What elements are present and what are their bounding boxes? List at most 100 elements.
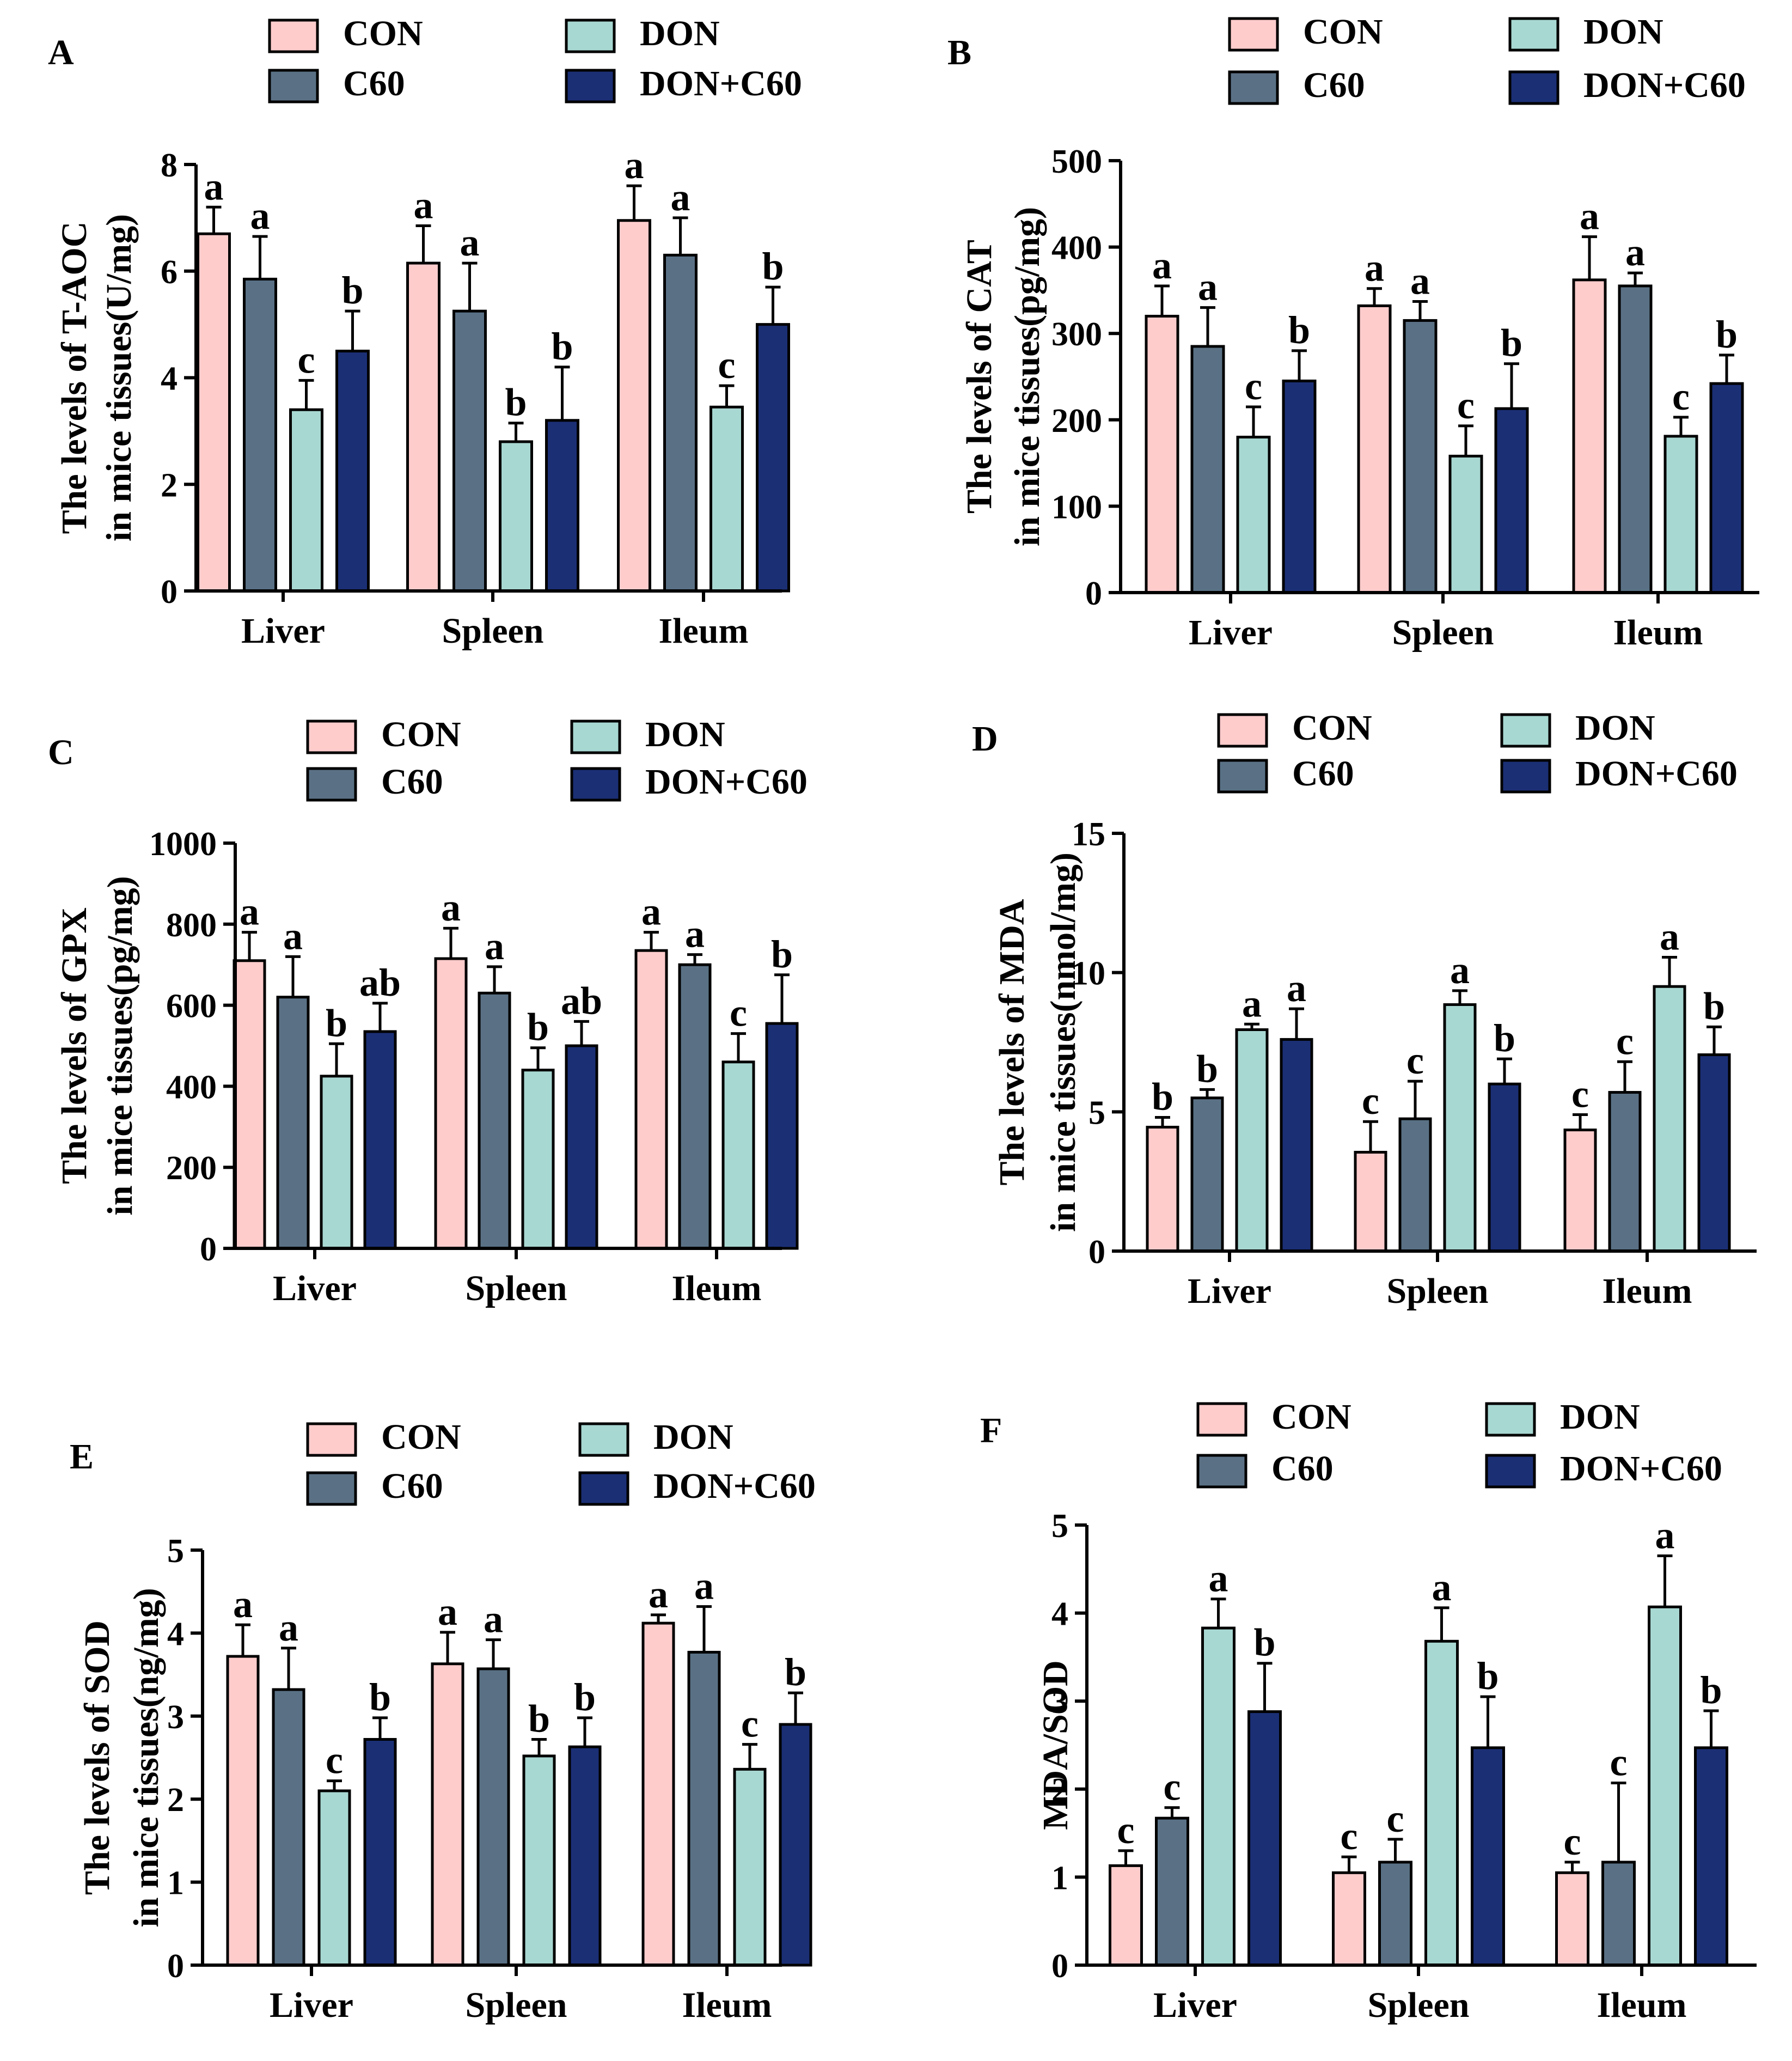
significance-letter: a <box>1209 1557 1228 1600</box>
bar <box>1709 382 1744 594</box>
x-tick-label: Ileum <box>1603 1271 1692 1311</box>
x-tick-label: Ileum <box>672 1269 762 1308</box>
significance-letter: b <box>1494 1016 1515 1060</box>
significance-letter: a <box>240 890 259 934</box>
significance-letter: b <box>1152 1075 1173 1119</box>
significance-letter: a <box>250 194 270 237</box>
chart-panel-c: C CONC60DONDON+C60aababLiveraababSpleenaa… <box>48 715 808 1308</box>
panel-label: B <box>947 33 971 72</box>
y-axis-title: in mice tissues(ng/mg) <box>126 1588 166 1927</box>
significance-letter: a <box>1365 246 1384 290</box>
bar <box>1608 1091 1642 1253</box>
significance-letter: a <box>438 1590 457 1633</box>
y-tick-label: 200 <box>166 1150 217 1187</box>
legend-label: DON <box>1583 12 1663 52</box>
significance-letter: a <box>1580 194 1599 238</box>
y-tick-label: 1 <box>167 1865 184 1902</box>
legend-swatch <box>306 1471 357 1506</box>
significance-letter: c <box>1571 1072 1589 1115</box>
x-tick-label: Liver <box>1153 1985 1237 2025</box>
panel-label: C <box>48 733 74 772</box>
x-tick-label: Spleen <box>465 1269 567 1308</box>
bar <box>1235 1028 1269 1253</box>
legend: CON C60 DON DON+C60 <box>1217 708 1738 794</box>
bar <box>522 1754 556 1967</box>
legend-swatch <box>1485 1454 1536 1489</box>
significance-letter: b <box>1253 1621 1275 1664</box>
x-tick-label: Spleen <box>465 1985 567 2025</box>
significance-letter: c <box>1362 1079 1379 1123</box>
bar <box>431 1662 464 1967</box>
chart-panel-a: A CONC60DONDON+C60aacbLiveraabbSpleenaacb… <box>48 14 802 651</box>
significance-letter: c <box>718 343 736 387</box>
bar <box>363 1737 397 1967</box>
significance-letter: c <box>1164 1765 1181 1809</box>
y-tick-label: 200 <box>1051 403 1102 440</box>
significance-letter: a <box>460 221 480 264</box>
bar <box>721 1060 755 1250</box>
x-tick-label: Liver <box>1188 1271 1271 1311</box>
significance-letter: a <box>441 886 461 929</box>
x-tick-label: Liver <box>273 1269 357 1308</box>
significance-letter: b <box>1477 1654 1499 1698</box>
bar <box>499 440 533 593</box>
legend-label: DON+C60 <box>1560 1449 1722 1489</box>
significance-letter: a <box>625 143 644 187</box>
y-tick-label: 1 <box>1051 1859 1068 1897</box>
bar <box>226 1655 260 1967</box>
significance-letter: a <box>1410 259 1430 303</box>
significance-letter: c <box>1616 1019 1634 1063</box>
significance-letter: a <box>1432 1565 1452 1609</box>
bar <box>335 350 370 593</box>
y-axis-title: in mice tissues(pg/mg) <box>1007 207 1047 546</box>
legend-swatch <box>1228 70 1279 105</box>
legend: CON C60 DON DON+C60 <box>1228 12 1746 105</box>
significance-letter: a <box>204 164 224 208</box>
legend-label: CON <box>1271 1397 1351 1437</box>
significance-letter: c <box>730 991 747 1035</box>
y-tick-label: 800 <box>166 907 217 944</box>
legend-swatch <box>1500 713 1551 748</box>
significance-letter: b <box>574 1675 596 1719</box>
significance-letter: a <box>685 912 705 956</box>
y-tick-label: 4 <box>167 1615 184 1653</box>
bar <box>1332 1871 1366 1967</box>
significance-letter: b <box>528 1697 550 1740</box>
significance-letter: b <box>771 932 793 976</box>
bar <box>1398 1117 1432 1253</box>
x-tick-label: Ileum <box>1613 613 1703 653</box>
panel-label: F <box>980 1411 1002 1450</box>
legend-label: CON <box>1303 12 1383 52</box>
legend-swatch <box>1508 17 1559 52</box>
significance-letter: a <box>694 1564 714 1608</box>
significance-letter: b <box>527 1005 549 1049</box>
legend-label: DON <box>1560 1397 1640 1437</box>
y-tick-label: 5 <box>167 1533 184 1570</box>
significance-letter: a <box>1450 948 1470 992</box>
bar <box>634 949 668 1250</box>
legend-swatch <box>565 69 616 103</box>
bar <box>1488 1082 1521 1253</box>
legend-label: DON <box>640 14 720 53</box>
legend-label: C60 <box>1292 754 1354 794</box>
bar <box>320 1075 353 1250</box>
legend-swatch <box>1485 1402 1536 1437</box>
y-tick-label: 400 <box>166 1069 217 1106</box>
legend-label: C60 <box>343 64 405 103</box>
significance-letter: a <box>279 1606 298 1649</box>
x-tick-label: Spleen <box>442 611 543 651</box>
legend-label: DON+C60 <box>645 762 808 802</box>
legend-label: C60 <box>1271 1449 1334 1489</box>
legend-swatch <box>565 19 616 53</box>
significance-letter: a <box>233 1582 253 1626</box>
legend-swatch <box>268 69 319 103</box>
panel-label: A <box>48 33 74 72</box>
bar <box>545 419 579 593</box>
x-tick-label: Ileum <box>659 611 749 651</box>
y-tick-label: 5 <box>1088 1094 1105 1131</box>
significance-letter: c <box>1457 383 1475 427</box>
bar <box>1471 1746 1505 1967</box>
y-tick-label: 100 <box>1051 489 1102 526</box>
y-tick-label: 300 <box>1051 316 1102 353</box>
